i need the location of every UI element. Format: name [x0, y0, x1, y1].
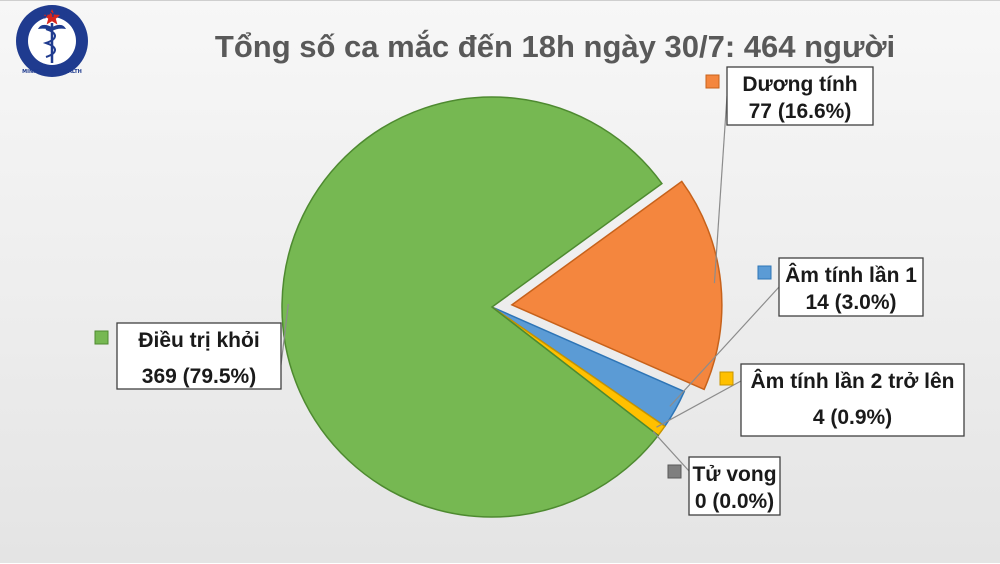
leader-line-duong-tinh	[713, 95, 728, 284]
label-name-duong-tinh: Dương tính	[742, 73, 857, 96]
label-value-am-tinh-lan-2-tro-len: 4 (0.9%)	[813, 406, 892, 429]
legend-key-duong-tinh	[705, 74, 720, 89]
chart-title: Tổng số ca mắc đến 18h ngày 30/7: 464 ng…	[215, 28, 895, 64]
logo-bottom-text: MINISTRY OF HEALTH	[22, 69, 82, 75]
leader-lines	[280, 95, 780, 472]
label-name-am-tinh-lan-1: Âm tính lần 1	[785, 263, 917, 287]
leader-line-am-tinh-lan-1	[669, 286, 780, 407]
legend-key-am-tinh-lan-2-tro-len	[719, 371, 734, 386]
legend-key-tu-vong	[667, 464, 682, 479]
label-box-dieu-tri-khoi	[116, 322, 282, 390]
leader-line-dieu-tri-khoi	[280, 303, 289, 366]
logo-top-text: BỘ Y TẾ	[37, 9, 68, 19]
legend-key-dieu-tri-khoi	[94, 330, 109, 345]
label-box-tu-vong	[688, 456, 781, 516]
label-box-am-tinh-lan-2-tro-len	[740, 363, 965, 437]
label-name-am-tinh-lan-2-tro-len: Âm tính lần 2 trở lên	[751, 369, 955, 393]
label-name-tu-vong: Tử vong	[692, 463, 776, 486]
label-box-am-tinh-lan-1	[778, 257, 924, 317]
label-box-duong-tinh	[726, 66, 874, 126]
ministry-logo: BỘ Y TẾ MINISTRY OF HEALTH	[16, 5, 88, 77]
label-name-dieu-tri-khoi: Điều trị khỏi	[138, 329, 259, 352]
serpent-icon	[42, 28, 56, 58]
label-value-dieu-tri-khoi: 369 (79.5%)	[142, 365, 256, 388]
legend-key-am-tinh-lan-1	[757, 265, 772, 280]
label-value-duong-tinh: 77 (16.6%)	[749, 100, 852, 123]
pie-slice-duong-tinh	[510, 180, 723, 391]
label-value-tu-vong: 0 (0.0%)	[695, 490, 774, 513]
pie-slice-dieu-tri-khoi	[281, 96, 663, 518]
pie-slices	[281, 96, 723, 518]
data-labels: Dương tính 77 (16.6%) Âm tính lần 1 14 (3.0…	[94, 66, 965, 516]
leader-line-am-tinh-lan-2-tro-len	[656, 380, 742, 428]
leader-line-tu-vong	[652, 431, 690, 472]
label-value-am-tinh-lan-1: 14 (3.0%)	[805, 291, 896, 314]
wing-icon	[38, 24, 66, 31]
star-icon	[43, 9, 61, 25]
